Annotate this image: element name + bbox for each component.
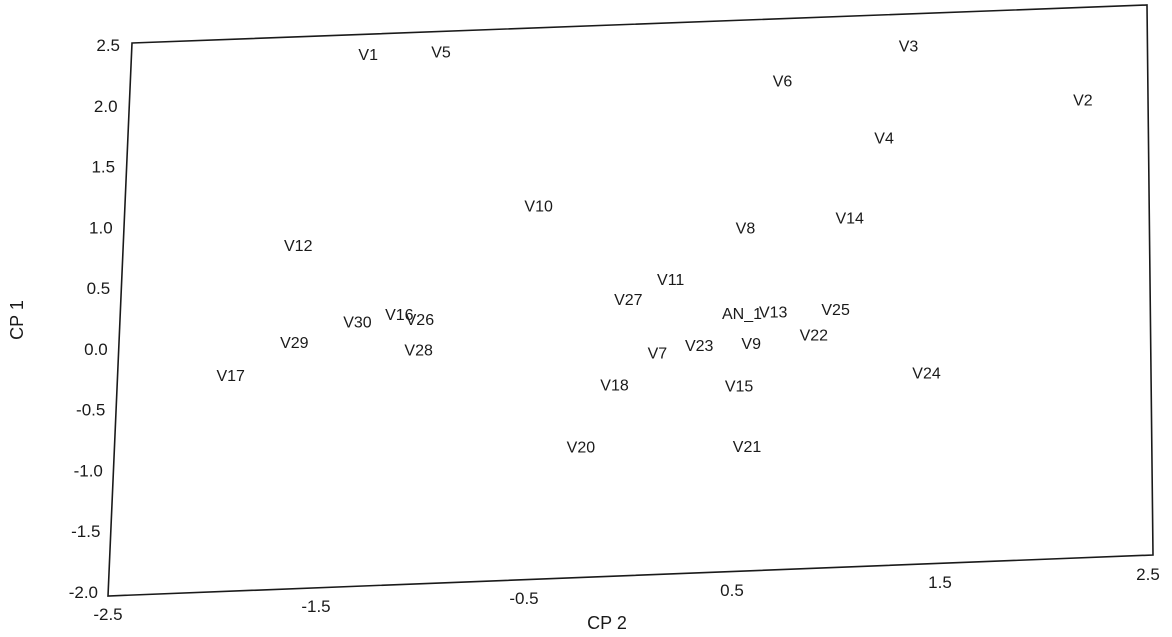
point-label: V6 xyxy=(773,74,793,91)
point-label: V4 xyxy=(874,130,894,147)
point-label: V1 xyxy=(358,47,378,64)
x-tick-labels: -2.5 -1.5 -0.5 0.5 1.5 2.5 xyxy=(93,565,1159,624)
x-tick-label: 2.5 xyxy=(1136,565,1160,584)
point-label: AN_1 xyxy=(722,306,762,323)
point-label: V11 xyxy=(657,272,684,289)
point-label: V15 xyxy=(725,379,754,396)
point-label: V29 xyxy=(280,335,309,352)
y-tick-label: 0.0 xyxy=(84,340,108,359)
point-label: V14 xyxy=(835,211,864,228)
point-label: V25 xyxy=(821,302,850,319)
point-label: V8 xyxy=(736,221,756,238)
point-label: V13 xyxy=(759,305,788,322)
point-label: V30 xyxy=(343,315,372,332)
y-tick-label: 1.0 xyxy=(89,218,113,237)
y-tick-label: -2.0 xyxy=(69,583,98,602)
x-tick-label: 0.5 xyxy=(720,581,744,600)
y-tick-label: 2.5 xyxy=(96,36,120,55)
y-axis-label: CP 1 xyxy=(7,300,27,340)
y-tick-label: -1.5 xyxy=(71,522,100,541)
point-label: V16 xyxy=(385,307,414,324)
plot-frame xyxy=(107,4,1154,597)
y-tick-label: -1.0 xyxy=(74,461,103,480)
point-label: V23 xyxy=(685,338,714,355)
y-tick-label: 0.5 xyxy=(87,279,111,298)
point-label: V18 xyxy=(600,377,629,394)
x-tick-label: -2.5 xyxy=(93,605,122,624)
point-label: V26 xyxy=(406,312,435,329)
point-label: V17 xyxy=(216,368,245,385)
x-tick-label: -0.5 xyxy=(509,589,538,608)
y-tick-label: -0.5 xyxy=(76,401,105,420)
x-tick-label: -1.5 xyxy=(301,597,330,616)
y-tick-label: 2.0 xyxy=(94,97,118,116)
point-label: V24 xyxy=(912,365,941,382)
point-label: V12 xyxy=(284,238,313,255)
point-label: V10 xyxy=(524,198,553,215)
x-axis-label: CP 2 xyxy=(587,613,627,633)
y-tick-labels: 2.5 2.0 1.5 1.0 0.5 0.0 -0.5 -1.0 -1.5 -2.0 xyxy=(69,36,120,602)
x-tick-label: 1.5 xyxy=(928,573,952,592)
point-label: V3 xyxy=(899,38,919,55)
point-label: V5 xyxy=(431,44,451,61)
point-label: V21 xyxy=(733,439,762,456)
point-label: V2 xyxy=(1073,92,1093,109)
point-label: V27 xyxy=(614,292,643,309)
y-tick-label: 1.5 xyxy=(91,158,115,177)
point-label: V7 xyxy=(648,345,668,362)
point-label: V20 xyxy=(567,439,596,456)
point-label: V28 xyxy=(404,343,433,360)
point-label: V22 xyxy=(800,327,829,344)
point-label: V9 xyxy=(741,336,761,353)
